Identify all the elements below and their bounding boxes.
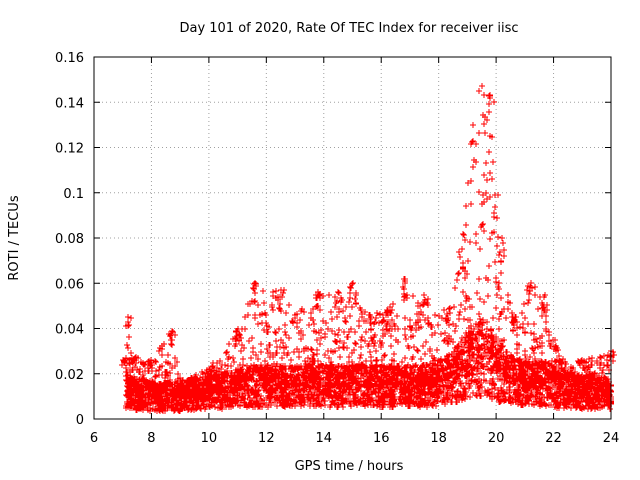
x-tick-label: 18 — [430, 431, 447, 446]
x-tick-label: 16 — [373, 431, 390, 446]
x-axis-title: GPS time / hours — [295, 459, 404, 474]
ticks-layer: 6 8 10 12 14 16 18 20 22 24 0 0.02 0.04 0.06 0.08 0.1 0.… — [55, 51, 619, 446]
y-tick-label: 0.16 — [55, 51, 84, 66]
data-points-layer — [119, 83, 617, 414]
x-tick-label: 10 — [201, 431, 218, 446]
x-tick-label: 22 — [545, 431, 562, 446]
y-tick-label: 0.14 — [55, 96, 84, 111]
x-tick-label: 14 — [316, 431, 333, 446]
x-tick-label: 8 — [147, 431, 155, 446]
roti-data-points — [119, 83, 617, 414]
x-tick-label: 20 — [488, 431, 505, 446]
y-tick-label: 0.1 — [63, 187, 84, 202]
y-tick-label: 0 — [76, 413, 84, 428]
y-tick-label: 0.04 — [55, 323, 84, 338]
x-tick-label: 24 — [603, 431, 620, 446]
y-axis-title: ROTI / TECUs — [7, 195, 22, 280]
y-tick-label: 0.08 — [55, 232, 84, 247]
chart-title: Day 101 of 2020, Rate Of TEC Index for r… — [179, 21, 518, 36]
y-tick-label: 0.02 — [55, 368, 84, 383]
y-tick-label: 0.06 — [55, 277, 84, 292]
grid-layer — [94, 57, 611, 419]
x-tick-label: 6 — [90, 431, 98, 446]
x-tick-label: 12 — [258, 431, 275, 446]
y-tick-label: 0.12 — [55, 142, 84, 157]
